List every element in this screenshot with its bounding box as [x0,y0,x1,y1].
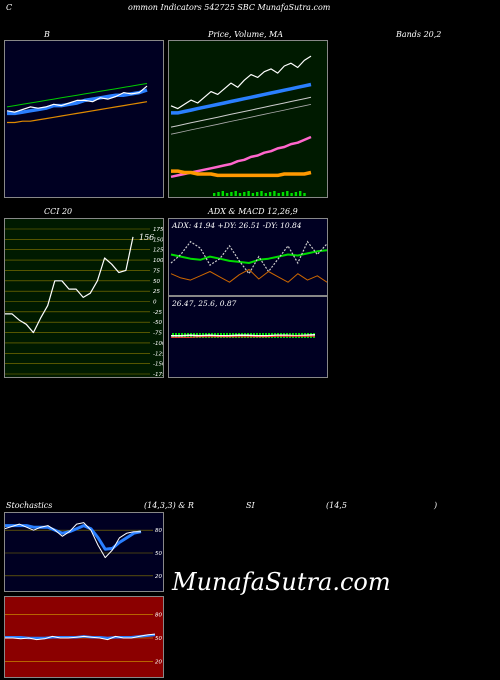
macd-line [171,334,316,337]
header-title-left: C [6,3,13,12]
rsi-line [5,633,156,641]
adx-macd-label: ADX & MACD 12,26,9 [208,207,298,216]
macd-chart [171,333,316,338]
rsi-si-label: SI [246,501,255,510]
bollinger-middle-band [7,88,148,116]
rsi-tick-label: 80 [155,613,162,619]
macd-panel: 26.47, 25.6, 0.87 [168,296,328,378]
cci-tick-label: 75 [153,268,160,274]
volume-bar [251,193,255,196]
cci-line [5,236,134,334]
bollinger-lower-band [7,101,148,124]
macd-signal-line [171,335,315,338]
volume-bar [221,191,224,196]
rsi-panel: 80 50 20 [4,596,164,678]
volume-bar [294,192,298,196]
price-panel [168,40,328,198]
bollinger-label: B [44,30,50,39]
price-line [170,55,312,110]
cci-chart: 175 150 125 100 75 50 25 0 -25 -50 -75 -100 -125 -150… [5,227,164,378]
volume-bar [290,193,293,196]
bollinger-chart [6,83,148,124]
bollinger-price-line [6,85,148,113]
cci-tick-label: -175 [153,372,164,378]
adx-line [170,249,327,264]
stochastics-panel: 80 50 20 [4,512,164,592]
rsi-tick-label: 20 [155,659,162,665]
cci-tick-label: -150 [153,362,164,368]
ma-long-line [170,104,312,135]
stoch-tick-label: 20 [155,574,162,580]
volume-bar [299,191,302,196]
cci-tick-label: 25 [153,289,160,295]
bollinger-upper-band [6,83,148,108]
stoch-k-line [5,522,141,559]
minus-di-line [170,268,327,283]
cci-tick-label: 100 [153,258,164,264]
cci-tick-label: 150 [153,237,164,243]
bands-label: Bands 20,2 [396,30,442,39]
volume-bar [225,193,229,196]
watermark: MunafaSutra.com [172,568,391,596]
volume-bar [243,192,246,196]
volume-bar [230,192,233,196]
volume-bar [217,192,220,196]
volume-bar [256,192,259,196]
cci-tick-label: 50 [153,279,160,285]
cci-last-value: 156 [139,233,154,242]
cci-panel: 175 150 125 100 75 50 25 0 -25 -50 -75 -100 -125 -150… [4,218,164,378]
header-title: ommon Indicators 542725 SBC MunafaSutra.… [128,3,331,12]
volume-bar [264,193,267,196]
volume-bar [260,191,263,196]
volume-bar [273,191,276,196]
bollinger-panel [4,40,164,198]
stoch-d-line [5,524,142,551]
adx-values: ADX: 41.94 +DY: 26.51 -DY: 10.84 [172,221,302,230]
volume-bar [238,193,242,196]
volume-bar [303,193,306,196]
volume-bar [268,192,272,196]
cci-tick-label: 0 [153,300,157,306]
cci-tick-label: -25 [153,310,162,316]
adx-panel: ADX: 41.94 +DY: 26.51 -DY: 10.84 [168,218,328,296]
macd-values: 26.47, 25.6, 0.87 [172,299,237,308]
ma-mid-line [170,96,312,128]
price-ma-label: Price, Volume, MA [208,30,284,39]
rsi-tick-label: 50 [155,636,162,642]
adx-chart [170,240,327,283]
ma-pink-line [170,135,312,179]
volume-bar [247,191,250,196]
cci-tick-label: 175 [153,227,164,233]
plus-di-line [170,240,327,275]
stoch-tick-label: 50 [155,551,162,557]
cci-tick-label: -50 [153,320,162,326]
rsi-close: ) [434,501,438,510]
price-chart [170,55,312,196]
stochastics-chart: 80 50 20 [5,522,162,580]
cci-tick-label: -100 [153,341,164,347]
rsi-params: (14,5 [326,501,347,510]
volume-bar [281,192,285,196]
ma-short-line [171,82,312,115]
cci-tick-label: -125 [153,351,164,357]
volume-bar [213,193,216,196]
rsi-chart: 80 50 20 [5,613,162,665]
cci-label: CCI 20 [44,207,73,216]
volume-bar [277,193,280,196]
cci-tick-label: 125 [153,248,164,254]
stochastics-params: (14,3,3) & R [144,501,194,510]
ma-orange-line [171,169,312,178]
stoch-tick-label: 80 [155,528,162,534]
volume-bar [286,191,289,196]
stochastics-label: Stochastics [6,501,53,510]
cci-tick-label: -75 [153,331,162,337]
volume-bar [234,191,237,196]
